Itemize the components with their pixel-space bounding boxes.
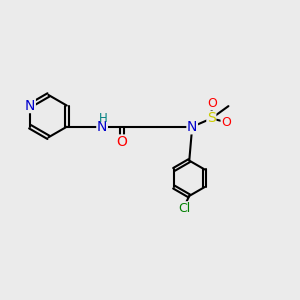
Text: N: N: [25, 98, 35, 112]
Text: N: N: [187, 120, 197, 134]
Text: S: S: [207, 112, 216, 125]
Text: O: O: [207, 97, 217, 110]
Text: H: H: [99, 112, 108, 125]
Text: O: O: [221, 116, 231, 128]
Text: Cl: Cl: [178, 202, 190, 215]
Text: O: O: [117, 135, 128, 149]
Text: N: N: [97, 120, 107, 134]
